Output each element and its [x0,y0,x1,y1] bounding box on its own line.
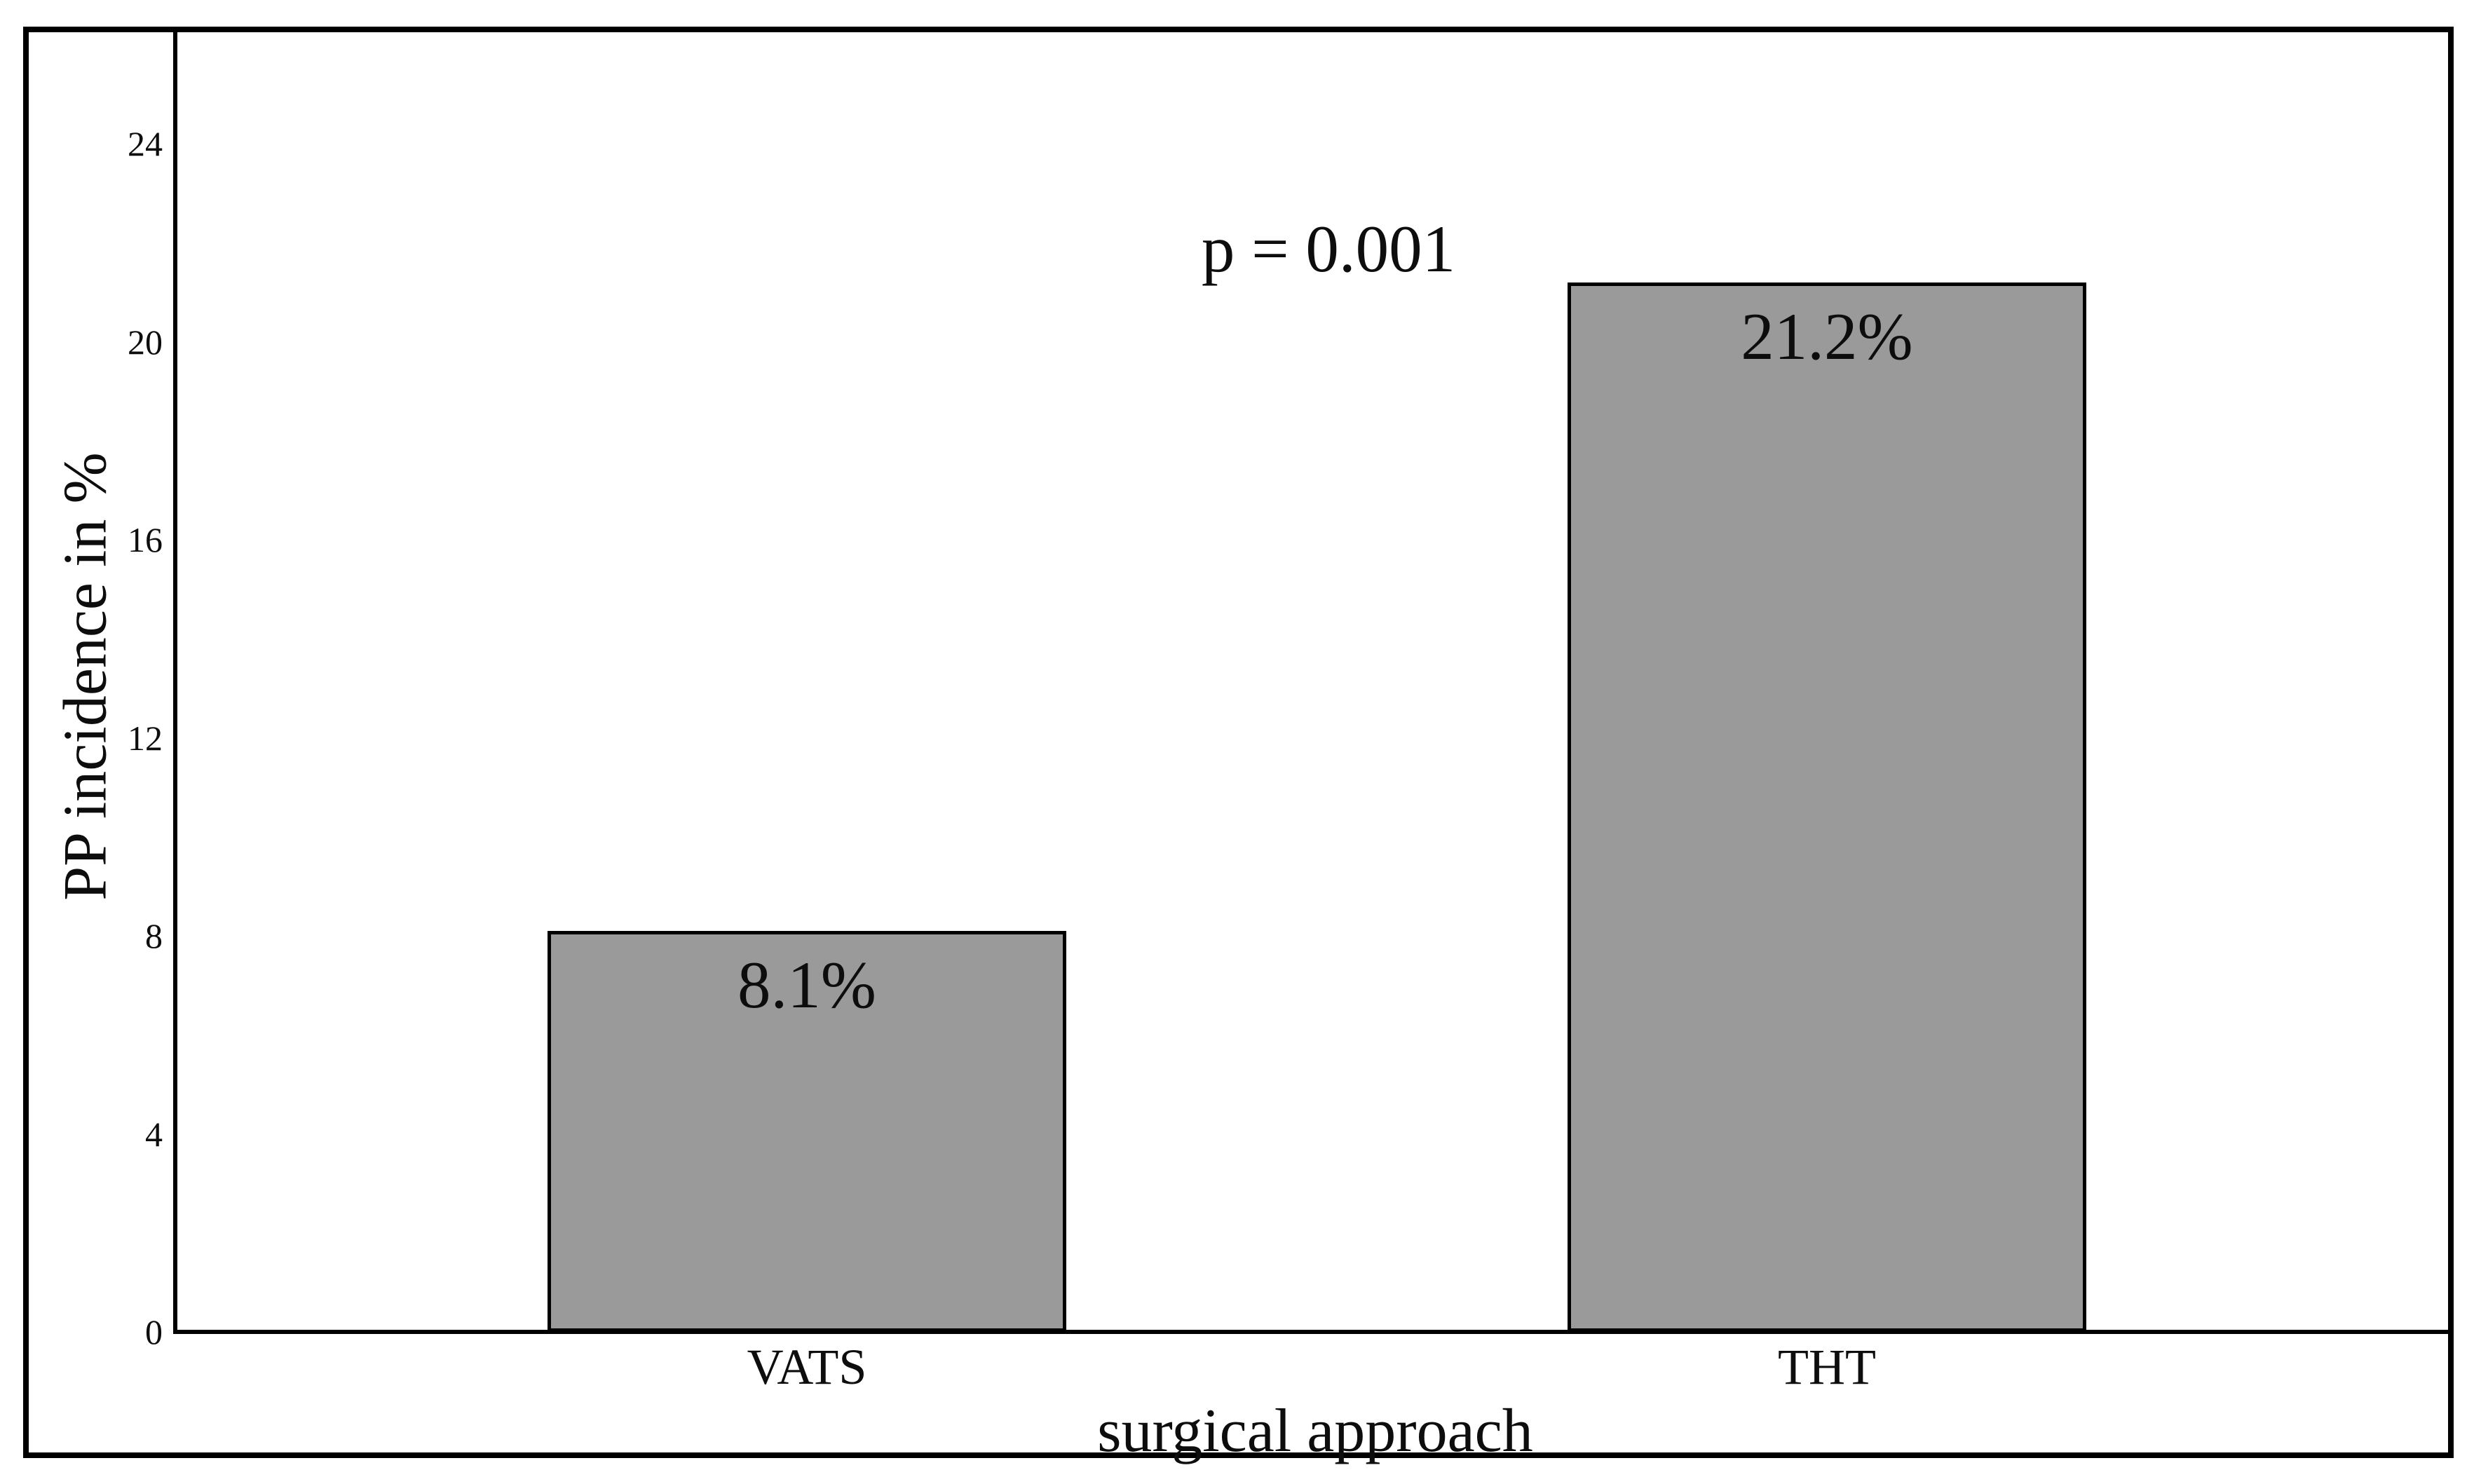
y-tick-label-4: 4 [145,1114,163,1154]
figure-frame [23,27,2454,1458]
y-tick-label-8: 8 [145,916,163,955]
y-tick-label-16: 16 [128,520,163,559]
y-tick-label-12: 12 [128,718,163,758]
bar-value-label-vats: 8.1% [737,947,876,1022]
y-axis-line [173,32,177,1334]
y-axis-title: PP incidence in % [51,452,120,901]
x-axis-line [173,1330,2451,1334]
y-tick-label-0: 0 [145,1312,163,1352]
bar-vats: 8.1% [548,930,1066,1332]
y-tick-label-24: 24 [128,124,163,163]
y-tick-label-20: 20 [128,322,163,362]
x-category-label-tht: THT [1778,1339,1876,1395]
bar-tht: 21.2% [1568,282,2086,1332]
x-axis-title: surgical approach [1097,1397,1533,1465]
bar-value-label-tht: 21.2% [1741,299,1913,374]
x-category-label-vats: VATS [747,1339,867,1395]
p-value-annotation: p = 0.001 [1201,212,1456,286]
